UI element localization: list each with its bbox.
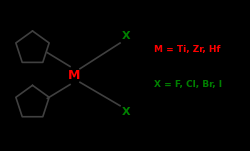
Text: X = F, Cl, Br, I: X = F, Cl, Br, I	[154, 80, 222, 89]
Text: X: X	[122, 108, 130, 117]
Text: M: M	[68, 69, 80, 82]
Text: X: X	[122, 31, 130, 41]
Text: M = Ti, Zr, Hf: M = Ti, Zr, Hf	[154, 45, 220, 54]
